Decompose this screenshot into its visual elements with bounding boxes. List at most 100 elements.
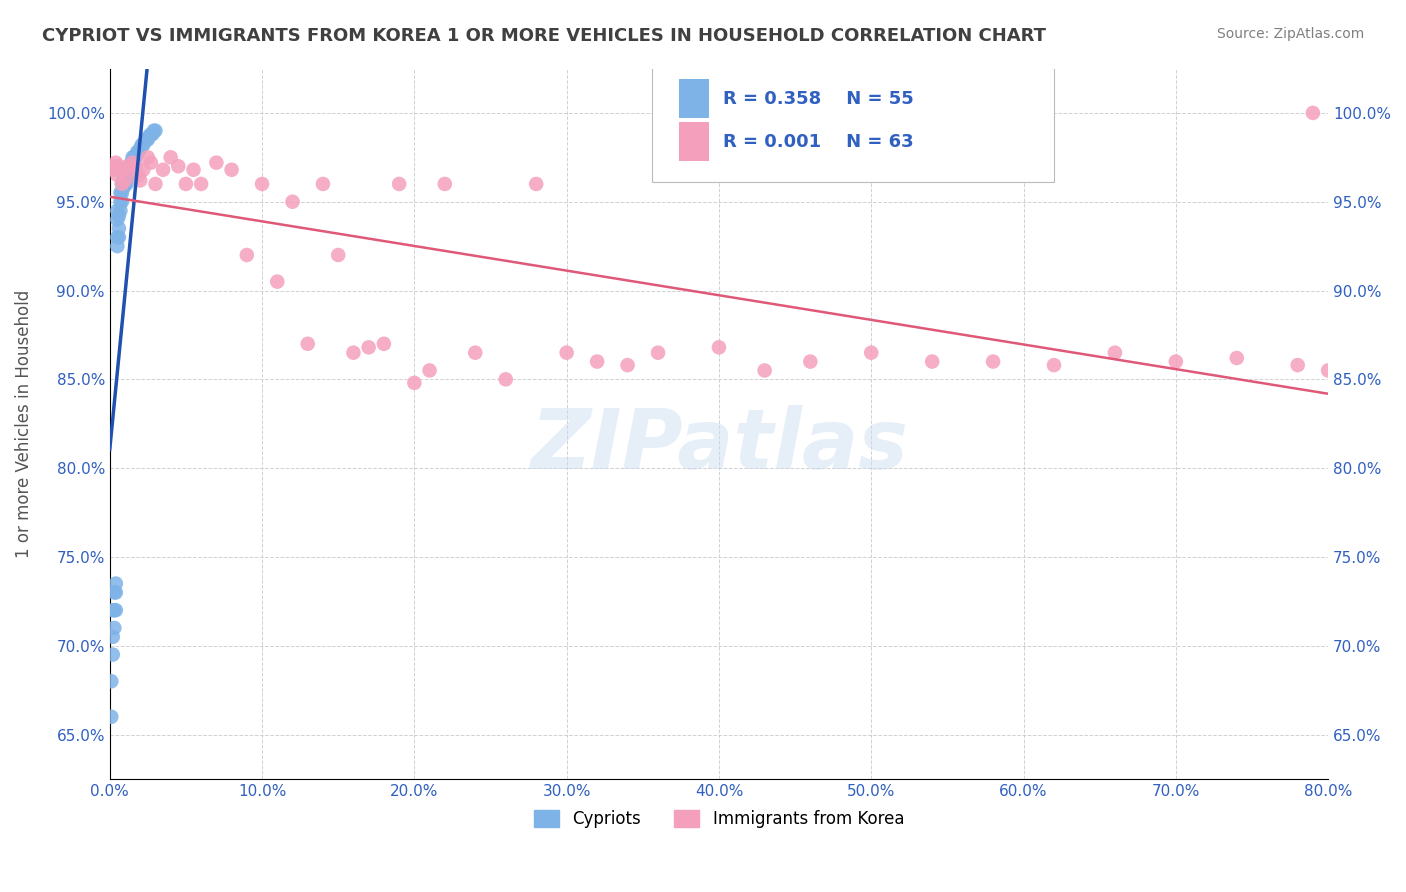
- Point: [115, 171, 138, 186]
- Point: [115, 177, 138, 191]
- Point: [118, 162, 141, 177]
- Point: [121, 150, 143, 164]
- Point: [145, 177, 167, 191]
- Point: [297, 336, 319, 351]
- Point: [101, 603, 124, 617]
- Point: [586, 354, 609, 368]
- Point: [105, 230, 128, 244]
- Point: [121, 159, 143, 173]
- Point: [860, 345, 883, 359]
- Point: [921, 354, 943, 368]
- Point: [136, 132, 159, 146]
- Point: [112, 173, 135, 187]
- Point: [118, 162, 141, 177]
- Point: [117, 159, 139, 173]
- Point: [122, 155, 145, 169]
- Point: [120, 162, 142, 177]
- Point: [281, 194, 304, 209]
- Point: [103, 585, 125, 599]
- Point: [495, 372, 517, 386]
- Point: [110, 194, 132, 209]
- Point: [190, 177, 212, 191]
- Text: Source: ZipAtlas.com: Source: ZipAtlas.com: [1216, 27, 1364, 41]
- Point: [103, 603, 125, 617]
- Point: [104, 576, 127, 591]
- Point: [981, 354, 1004, 368]
- Point: [139, 155, 162, 169]
- Point: [134, 134, 156, 148]
- Point: [167, 159, 190, 173]
- Point: [110, 162, 132, 177]
- Point: [105, 203, 128, 218]
- Point: [250, 177, 273, 191]
- Point: [114, 177, 136, 191]
- Point: [131, 137, 153, 152]
- Point: [132, 137, 155, 152]
- Point: [159, 150, 181, 164]
- Legend: Cypriots, Immigrants from Korea: Cypriots, Immigrants from Korea: [527, 803, 911, 835]
- Point: [145, 124, 167, 138]
- Point: [129, 141, 152, 155]
- Point: [1331, 354, 1354, 368]
- Point: [312, 177, 335, 191]
- Point: [103, 162, 125, 177]
- Point: [141, 127, 163, 141]
- Point: [342, 345, 364, 359]
- Text: ZIPatlas: ZIPatlas: [530, 405, 908, 485]
- Point: [111, 177, 134, 191]
- Point: [103, 621, 125, 635]
- Point: [108, 221, 131, 235]
- Text: R = 0.001    N = 63: R = 0.001 N = 63: [723, 133, 914, 151]
- Point: [117, 168, 139, 182]
- Point: [1347, 358, 1369, 372]
- Point: [111, 194, 134, 209]
- Point: [110, 203, 132, 218]
- Point: [108, 209, 131, 223]
- Point: [221, 162, 243, 177]
- Point: [118, 159, 141, 173]
- Point: [707, 340, 730, 354]
- Point: [524, 177, 547, 191]
- Point: [108, 230, 131, 244]
- Point: [128, 168, 150, 182]
- Point: [104, 585, 127, 599]
- Text: CYPRIOT VS IMMIGRANTS FROM KOREA 1 OR MORE VEHICLES IN HOUSEHOLD CORRELATION CHA: CYPRIOT VS IMMIGRANTS FROM KOREA 1 OR MO…: [42, 27, 1046, 45]
- Point: [205, 155, 228, 169]
- Point: [236, 248, 259, 262]
- Point: [120, 155, 142, 169]
- Point: [111, 186, 134, 200]
- Point: [104, 155, 127, 169]
- Point: [122, 150, 145, 164]
- Y-axis label: 1 or more Vehicles in Household: 1 or more Vehicles in Household: [15, 290, 32, 558]
- Point: [183, 162, 205, 177]
- Point: [1226, 351, 1249, 365]
- Point: [139, 127, 162, 141]
- Point: [555, 345, 578, 359]
- Point: [1043, 358, 1066, 372]
- Point: [647, 345, 669, 359]
- Point: [124, 159, 146, 173]
- Point: [108, 159, 131, 173]
- Point: [117, 164, 139, 178]
- Point: [328, 248, 350, 262]
- Point: [433, 177, 456, 191]
- Point: [111, 177, 134, 191]
- Point: [105, 168, 128, 182]
- Point: [754, 363, 776, 377]
- Point: [127, 145, 149, 159]
- Point: [101, 648, 124, 662]
- Point: [105, 239, 128, 253]
- Point: [104, 603, 127, 617]
- Point: [419, 363, 441, 377]
- Point: [174, 177, 197, 191]
- Point: [129, 173, 152, 187]
- Point: [357, 340, 380, 354]
- Point: [114, 168, 136, 182]
- FancyBboxPatch shape: [679, 122, 709, 161]
- Point: [135, 132, 157, 146]
- Point: [152, 162, 174, 177]
- FancyBboxPatch shape: [652, 65, 1054, 182]
- Point: [1317, 363, 1340, 377]
- Point: [799, 354, 821, 368]
- Point: [114, 171, 136, 186]
